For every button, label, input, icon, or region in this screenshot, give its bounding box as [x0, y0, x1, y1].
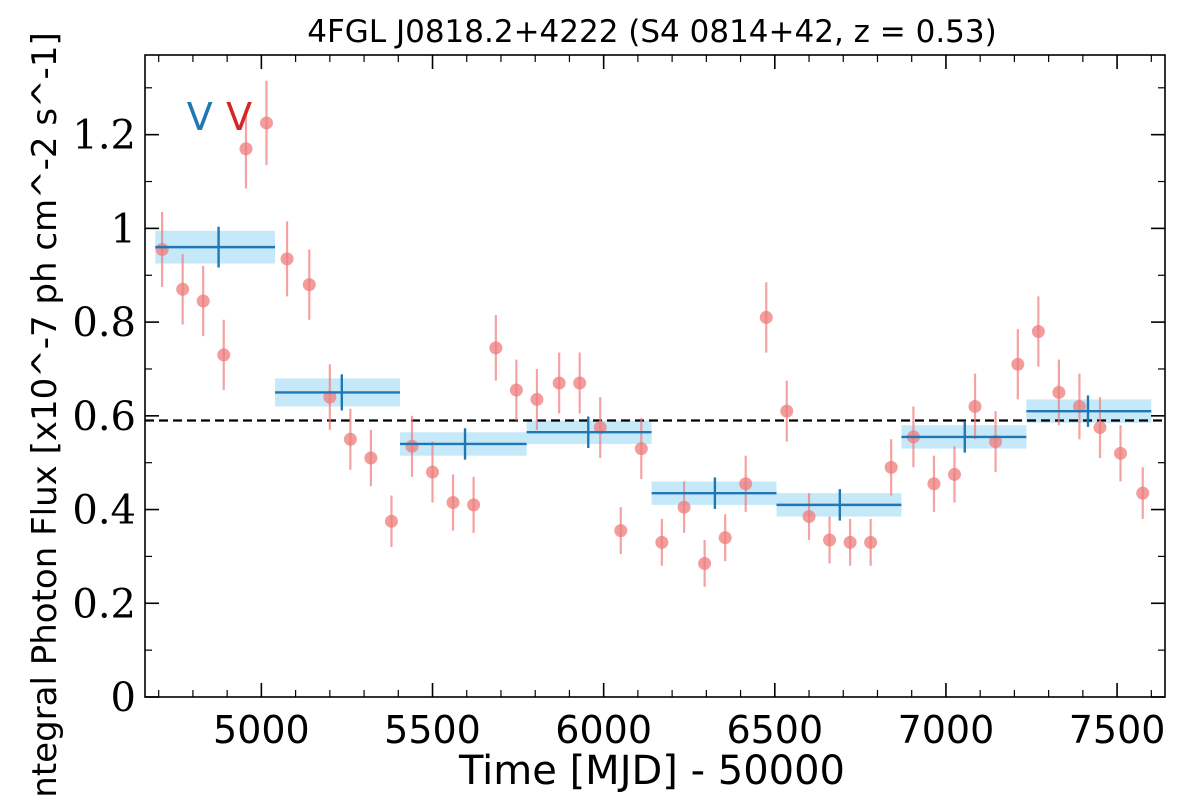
annotation-marker: V [226, 95, 252, 139]
flux-point [509, 383, 523, 397]
flux-point [780, 404, 794, 418]
flux-point [1031, 324, 1045, 338]
flux-point [1052, 385, 1066, 399]
flux-point [1136, 486, 1150, 500]
flux-point [759, 310, 773, 324]
x-tick-label: 5500 [384, 708, 481, 752]
plot-frame [144, 54, 1166, 698]
y-axis-label: Integral Photon Flux [x10^-7 ph cm^-2 s^… [25, 32, 65, 800]
y-tick-label: 0.8 [72, 300, 136, 346]
flux-point [947, 467, 961, 481]
flux-point [718, 531, 732, 545]
x-tick-label: 6500 [726, 708, 823, 752]
flux-point [196, 294, 210, 308]
flux-point [530, 392, 544, 406]
y-tick-label: 1.2 [72, 113, 136, 159]
flux-point [655, 535, 669, 549]
x-tick-label: 5000 [213, 708, 310, 752]
flux-point [593, 421, 607, 435]
x-tick-label: 7500 [1069, 708, 1166, 752]
flux-point [446, 496, 460, 510]
flux-point [280, 252, 294, 266]
binned-flux [155, 226, 1152, 521]
flux-point [1114, 446, 1128, 460]
flux-point [739, 477, 753, 491]
flux-point [467, 498, 481, 512]
flux-point [927, 477, 941, 491]
x-tick-label: 6000 [555, 708, 652, 752]
flux-point [677, 500, 691, 514]
flux-point [1093, 421, 1107, 435]
flux-point [364, 451, 378, 465]
bin-bands [155, 230, 1152, 517]
flux-point [573, 376, 587, 390]
axis-ticks: 5000 5500 6000 6500 7000 7500 0 0.2 0.4 0.6 0.8 1 1.… [72, 55, 1165, 752]
flux-point [405, 439, 419, 453]
flux-point [1011, 357, 1025, 371]
flux-point [823, 533, 837, 547]
flux-point [552, 376, 566, 390]
flux-point [989, 435, 1003, 449]
flux-point [343, 432, 357, 446]
flux-point [384, 514, 398, 528]
flux-points [155, 80, 1150, 587]
flux-point [614, 524, 628, 538]
flux-point [260, 116, 274, 130]
flux-point [864, 535, 878, 549]
x-axis-label: Time [MJD] - 50000 [458, 748, 845, 794]
flux-point [489, 341, 503, 355]
flux-point [968, 399, 982, 413]
flux-point [302, 278, 316, 292]
flux-point [155, 242, 169, 256]
flux-point [239, 142, 253, 156]
y-tick-label: 0 [111, 675, 136, 721]
flux-point [217, 348, 231, 362]
flux-point [843, 535, 857, 549]
flux-point [884, 460, 898, 474]
chart-title: 4FGL J0818.2+4222 (S4 0814+42, z = 0.53) [307, 14, 996, 50]
annotation-marker: V [187, 95, 213, 139]
flux-point [698, 556, 712, 570]
flux-point [176, 282, 190, 296]
flux-point [323, 390, 337, 404]
flux-point [634, 442, 648, 456]
flux-point [1072, 399, 1086, 413]
x-tick-label: 7000 [898, 708, 995, 752]
y-tick-label: 1 [111, 206, 136, 252]
flux-point [802, 510, 816, 524]
y-tick-label: 0.4 [72, 488, 136, 534]
y-tick-label: 0.6 [72, 394, 136, 440]
y-tick-label: 0.2 [72, 581, 136, 627]
flux-point [426, 465, 440, 479]
